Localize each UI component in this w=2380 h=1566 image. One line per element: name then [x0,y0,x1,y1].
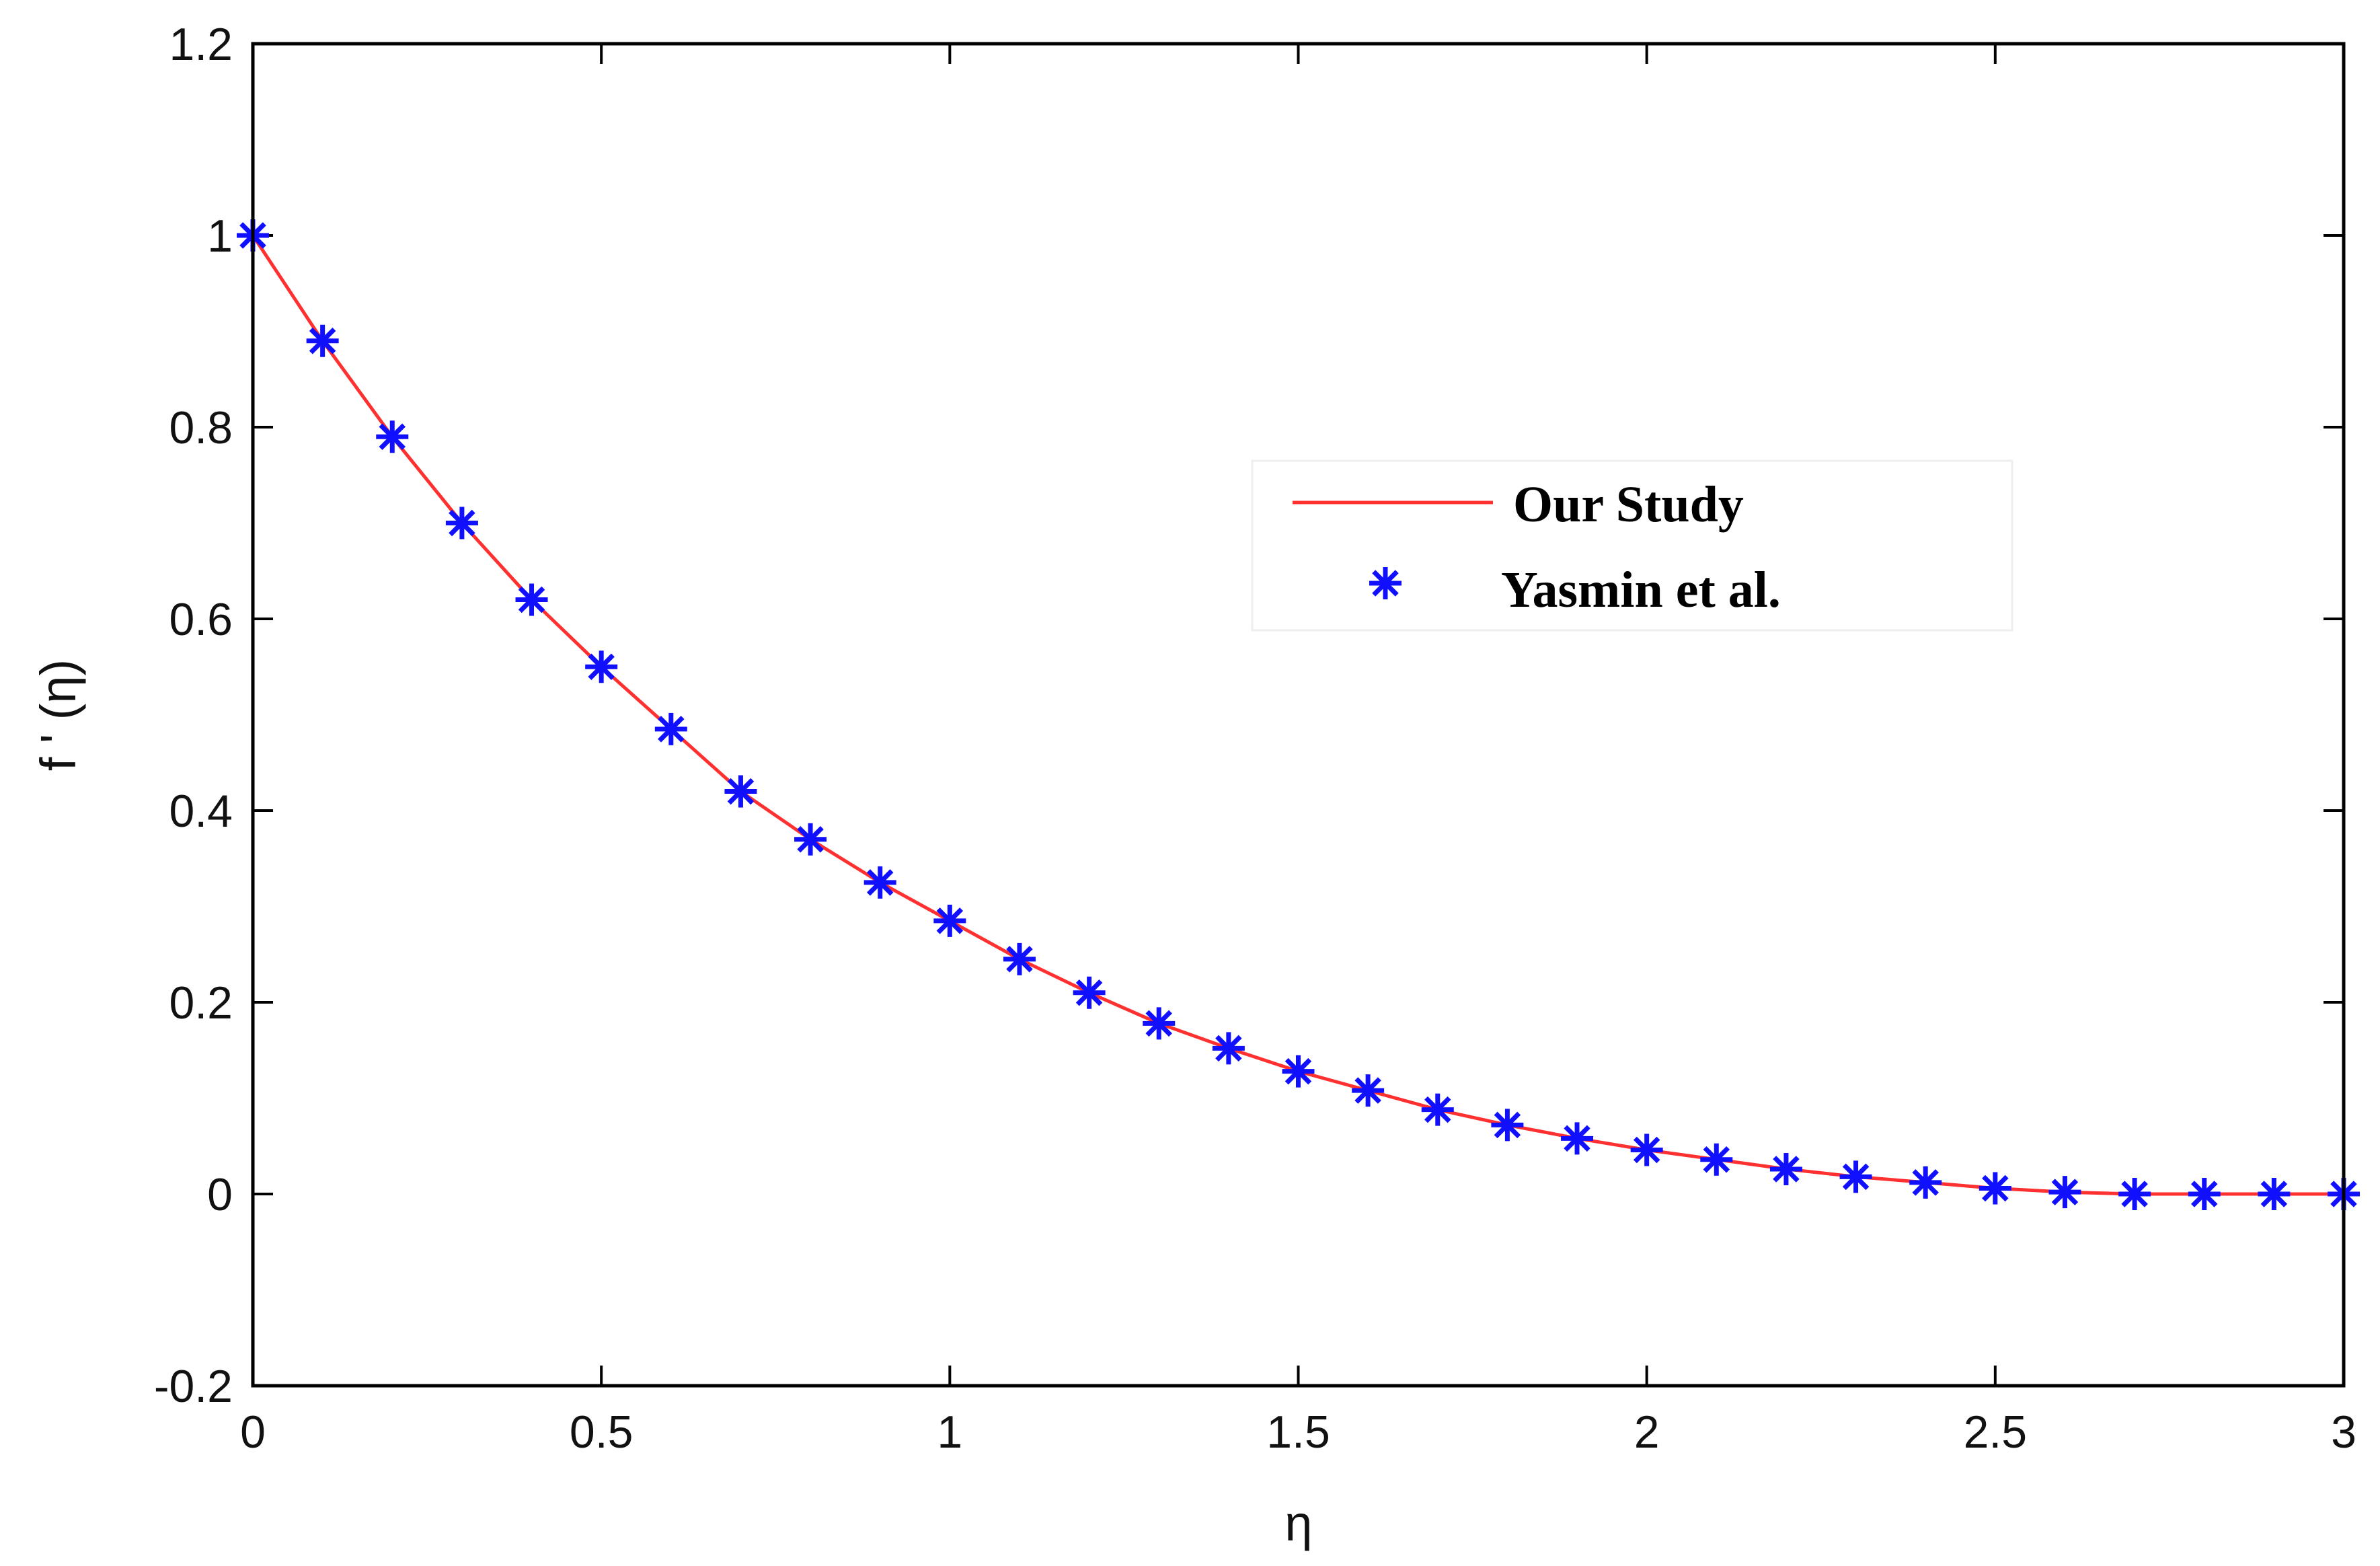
data-point-yasmin [1421,1093,1454,1126]
plot-area [253,44,2344,1386]
data-point-yasmin [863,866,896,899]
legend-label-yasmin: Yasmin et al. [1501,562,1781,618]
plot-frame [251,42,2346,1388]
data-point-yasmin [724,775,757,808]
legend-star-icon [1369,567,1402,599]
x-tick-label: 0 [240,1407,266,1458]
y-axis-label: f ' (η) [30,659,86,771]
legend-box [1251,459,2013,632]
data-point-yasmin [306,324,339,357]
y-tick-label: 0.2 [169,977,233,1029]
y-tick-label: 0.8 [169,402,233,453]
data-point-yasmin [1212,1032,1245,1065]
data-point-yasmin [794,823,827,856]
data-point-yasmin [1003,942,1036,975]
data-point-yasmin [1143,1007,1176,1040]
data-point-yasmin [1561,1122,1594,1155]
legend-marker-yasmin [1369,567,1402,599]
legend: Our Study Yasmin et al. [1251,459,2013,632]
data-point-yasmin [1769,1152,1802,1185]
data-point-yasmin [515,583,548,616]
x-tick-label: 0.5 [570,1407,634,1458]
data-point-yasmin [585,650,618,683]
data-point-yasmin [1979,1172,2011,1205]
data-point-yasmin [1909,1166,1942,1199]
y-tick-label: 0.4 [169,786,233,837]
y-tick-label: 0 [207,1169,233,1220]
data-point-yasmin [654,712,687,745]
x-tick-label: 2 [1634,1407,1660,1458]
x-axis-label: η [1284,1495,1312,1551]
x-tick-label: 1.5 [1266,1407,1330,1458]
y-tick-label: -0.2 [154,1361,233,1412]
legend-label-our-study: Our Study [1513,476,1744,533]
data-point-yasmin [445,507,478,539]
data-point-yasmin [1839,1160,1872,1193]
data-point-yasmin [1700,1143,1733,1176]
data-point-yasmin [1073,976,1106,1009]
y-tick-label: 0.6 [169,594,233,645]
x-tick-label: 3 [2331,1407,2356,1458]
tick-labels: 0 0.5 1 1.5 2 2.5 3-0.200.20.40.60.811.2 [154,19,2356,1458]
data-point-yasmin [376,420,409,453]
x-tick-label: 1 [937,1407,962,1458]
data-point-yasmin [2258,1178,2291,1210]
y-tick-label: 1.2 [169,19,233,70]
x-tick-label: 2.5 [1964,1407,2028,1458]
y-tick-label: 1 [207,211,233,262]
data-point-yasmin [1491,1109,1524,1142]
data-point-yasmin [1352,1074,1385,1107]
data-point-yasmin [2118,1178,2151,1210]
data-point-yasmin [933,904,966,937]
data-point-yasmin [2188,1178,2221,1210]
data-point-yasmin [2048,1176,2081,1209]
data-point-yasmin [1282,1055,1315,1088]
data-point-yasmin [1630,1133,1663,1166]
